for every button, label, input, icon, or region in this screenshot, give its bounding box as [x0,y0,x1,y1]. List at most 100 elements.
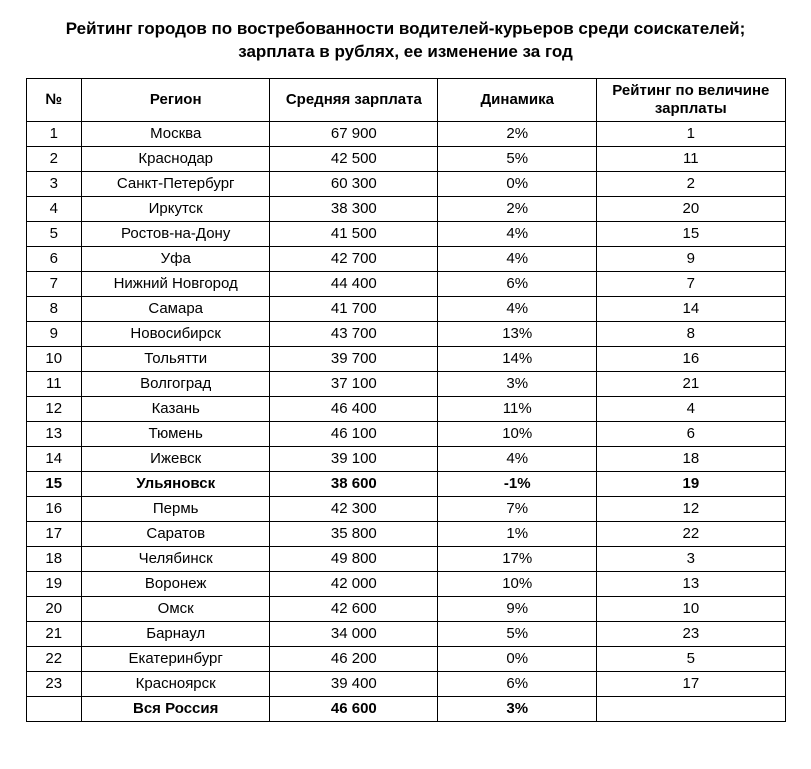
cell-dynamics: 6% [438,271,597,296]
cell-dynamics: 3% [438,696,597,721]
cell-region: Омск [82,596,270,621]
table-row: Вся Россия46 6003% [26,696,785,721]
cell-rank: 14 [597,296,785,321]
cell-region: Самара [82,296,270,321]
col-header-rank: Рейтинг по величине зарплаты [597,78,785,121]
table-row: 12Казань46 40011%4 [26,396,785,421]
cell-dynamics: 1% [438,521,597,546]
table-row: 14Ижевск39 1004%18 [26,446,785,471]
cell-rank: 12 [597,496,785,521]
cell-rank: 3 [597,546,785,571]
cell-num: 1 [26,121,82,146]
cell-dynamics: 17% [438,546,597,571]
cell-dynamics: 13% [438,321,597,346]
cell-num: 15 [26,471,82,496]
cell-dynamics: 0% [438,646,597,671]
cell-dynamics: 6% [438,671,597,696]
title-line-1: Рейтинг городов по востребованности води… [66,19,746,38]
table-row: 23Красноярск39 4006%17 [26,671,785,696]
cell-region: Ижевск [82,446,270,471]
cell-num: 18 [26,546,82,571]
cell-num: 2 [26,146,82,171]
cell-dynamics: 4% [438,246,597,271]
table-row: 13Тюмень46 10010%6 [26,421,785,446]
table-row: 21Барнаул34 0005%23 [26,621,785,646]
cell-region: Пермь [82,496,270,521]
col-header-num: № [26,78,82,121]
cell-num: 12 [26,396,82,421]
cell-num: 4 [26,196,82,221]
cell-dynamics: 5% [438,146,597,171]
cell-region: Новосибирск [82,321,270,346]
table-row: 22Екатеринбург46 2000%5 [26,646,785,671]
cell-region: Вся Россия [82,696,270,721]
cell-rank: 20 [597,196,785,221]
cell-region: Ульяновск [82,471,270,496]
cell-region: Краснодар [82,146,270,171]
table-row: 7Нижний Новгород44 4006%7 [26,271,785,296]
cell-region: Екатеринбург [82,646,270,671]
table-row: 3Санкт-Петербург60 3000%2 [26,171,785,196]
cell-num: 23 [26,671,82,696]
cell-rank: 17 [597,671,785,696]
cell-salary: 46 400 [270,396,438,421]
cell-region: Ростов-на-Дону [82,221,270,246]
cell-num: 21 [26,621,82,646]
cell-dynamics: 4% [438,296,597,321]
cell-salary: 67 900 [270,121,438,146]
cell-dynamics: 14% [438,346,597,371]
title-line-2: зарплата в рублях, ее изменение за год [238,42,573,61]
cell-rank: 10 [597,596,785,621]
cell-rank: 22 [597,521,785,546]
cell-rank: 7 [597,271,785,296]
cell-salary: 39 400 [270,671,438,696]
cell-dynamics: 4% [438,446,597,471]
cell-num: 22 [26,646,82,671]
cell-salary: 42 600 [270,596,438,621]
cell-region: Казань [82,396,270,421]
cell-salary: 49 800 [270,546,438,571]
cell-salary: 39 100 [270,446,438,471]
cell-num: 3 [26,171,82,196]
cell-salary: 42 700 [270,246,438,271]
cell-dynamics: 10% [438,421,597,446]
cell-rank: 23 [597,621,785,646]
cell-num: 17 [26,521,82,546]
cell-salary: 42 000 [270,571,438,596]
cell-salary: 38 300 [270,196,438,221]
cell-salary: 41 700 [270,296,438,321]
cell-region: Уфа [82,246,270,271]
cell-num [26,696,82,721]
table-row: 2Краснодар42 5005%11 [26,146,785,171]
cell-rank: 8 [597,321,785,346]
cell-region: Саратов [82,521,270,546]
cell-rank: 18 [597,446,785,471]
cell-dynamics: 10% [438,571,597,596]
cell-salary: 46 600 [270,696,438,721]
cell-dynamics: 2% [438,121,597,146]
cell-rank: 6 [597,421,785,446]
cell-salary: 41 500 [270,221,438,246]
table-row: 5Ростов-на-Дону41 5004%15 [26,221,785,246]
cell-salary: 42 300 [270,496,438,521]
table-row: 15Ульяновск38 600-1%19 [26,471,785,496]
table-row: 19Воронеж42 00010%13 [26,571,785,596]
cell-num: 19 [26,571,82,596]
col-header-dynamics: Динамика [438,78,597,121]
table-row: 11Волгоград37 1003%21 [26,371,785,396]
cell-rank: 2 [597,171,785,196]
cell-rank: 19 [597,471,785,496]
cell-num: 7 [26,271,82,296]
cell-num: 16 [26,496,82,521]
cell-dynamics: 4% [438,221,597,246]
table-header-row: № Регион Средняя зарплата Динамика Рейти… [26,78,785,121]
cell-salary: 44 400 [270,271,438,296]
cell-salary: 42 500 [270,146,438,171]
cell-region: Иркутск [82,196,270,221]
cell-rank: 11 [597,146,785,171]
table-row: 10Тольятти39 70014%16 [26,346,785,371]
table-row: 16Пермь42 3007%12 [26,496,785,521]
cell-region: Тольятти [82,346,270,371]
cell-salary: 39 700 [270,346,438,371]
cell-salary: 46 200 [270,646,438,671]
